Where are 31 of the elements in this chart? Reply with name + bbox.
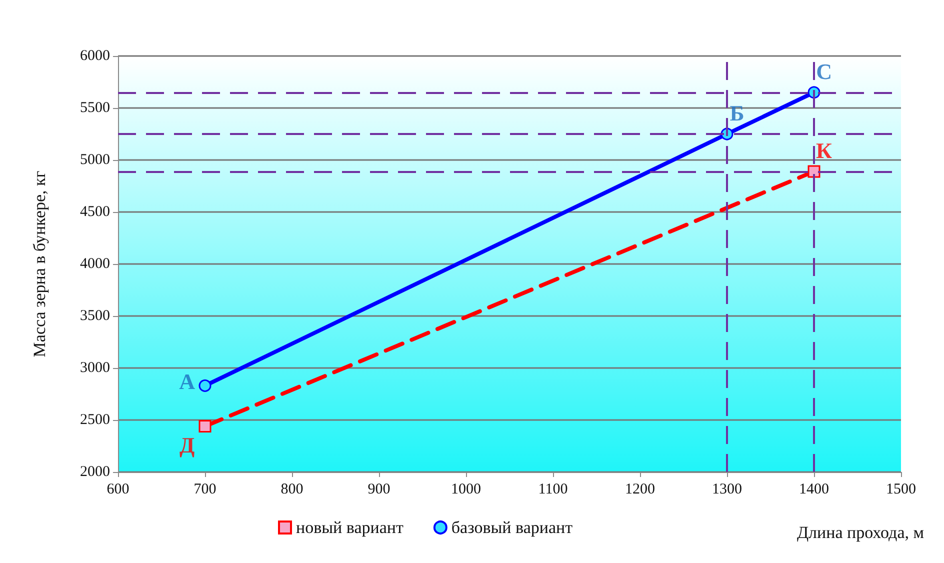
annotation: С bbox=[816, 58, 832, 84]
y-tick-label: 3000 bbox=[80, 360, 110, 376]
annotation: К bbox=[816, 138, 832, 163]
x-tick-label: 800 bbox=[280, 482, 304, 498]
annotation: А bbox=[179, 369, 196, 394]
annotation: Д bbox=[179, 432, 195, 458]
y-tick-label: 6000 bbox=[80, 48, 110, 64]
x-tick-label: 900 bbox=[368, 482, 390, 498]
point bbox=[198, 379, 212, 392]
y-tick-label: 5000 bbox=[80, 152, 110, 168]
x-tick-label: 1400 bbox=[799, 482, 829, 498]
x-tick-label: 1000 bbox=[451, 482, 481, 498]
y-tick-label: 4000 bbox=[80, 256, 110, 272]
y-tick-label: 2500 bbox=[80, 412, 110, 428]
y-axis-title: Масса зерна в бункере, кг bbox=[30, 170, 49, 358]
x-tick-label: 700 bbox=[194, 482, 216, 498]
y-tick-label: 4500 bbox=[80, 204, 110, 220]
x-tick-label: 600 bbox=[106, 482, 130, 498]
x-axis-title: Длина прохода, м bbox=[796, 523, 924, 542]
x-tick-label: 1100 bbox=[538, 482, 568, 498]
annotation: Б bbox=[730, 100, 744, 126]
x-tick-label: 1500 bbox=[886, 482, 916, 498]
x-tick-label: 1200 bbox=[625, 482, 655, 498]
legend-label: новый вариант bbox=[296, 518, 404, 537]
legend-label: базовый вариант bbox=[451, 518, 574, 537]
point bbox=[198, 420, 212, 432]
y-tick-label: 3500 bbox=[80, 308, 110, 324]
y-tick-label: 5500 bbox=[80, 100, 110, 116]
x-tick-label: 1300 bbox=[712, 482, 742, 498]
y-tick-label: 2000 bbox=[80, 464, 110, 480]
point bbox=[808, 165, 820, 178]
